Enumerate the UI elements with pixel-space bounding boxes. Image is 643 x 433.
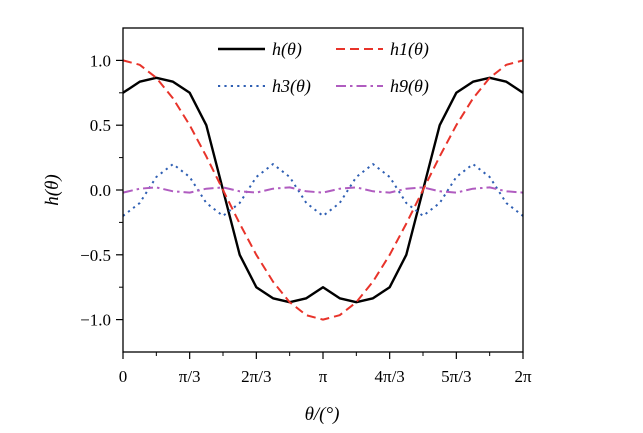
x-tick-label-5: 5π/3 bbox=[441, 367, 471, 386]
legend-label-1: h(θ) bbox=[272, 39, 302, 60]
ticks-layer: 0 π/3 2π/3 π 4π/3 5π/3 2π 1.0 0.5 0.0 −0.5 −1.0 bbox=[80, 51, 532, 386]
y-tick-label-4: −1.0 bbox=[80, 311, 111, 330]
x-tick-label-3: π bbox=[319, 367, 328, 386]
series-layer bbox=[122, 59, 524, 321]
series-line-4 bbox=[122, 186, 524, 194]
plot-area bbox=[123, 28, 523, 352]
x-tick-label-4: 4π/3 bbox=[375, 367, 405, 386]
y-tick-label-0: 1.0 bbox=[90, 51, 111, 70]
x-tick-label-1: π/3 bbox=[179, 367, 201, 386]
x-tick-label-0: 0 bbox=[119, 367, 128, 386]
x-tick-label-6: 2π bbox=[514, 367, 532, 386]
legend-label-2: h1(θ) bbox=[390, 39, 429, 60]
legend: h(θ) h1(θ) h3(θ) h9(θ) bbox=[218, 39, 429, 97]
y-tick-label-3: −0.5 bbox=[80, 246, 111, 265]
series-line-2 bbox=[122, 59, 524, 321]
x-tick-label-2: 2π/3 bbox=[241, 367, 271, 386]
y-tick-label-2: 0.0 bbox=[90, 181, 111, 200]
series-line-1 bbox=[122, 76, 524, 304]
y-tick-label-1: 0.5 bbox=[90, 116, 111, 135]
x-axis-label: θ/(°) bbox=[305, 404, 340, 425]
y-axis-label: h(θ) bbox=[42, 174, 63, 206]
legend-label-4: h9(θ) bbox=[390, 76, 429, 97]
legend-label-3: h3(θ) bbox=[272, 76, 311, 97]
